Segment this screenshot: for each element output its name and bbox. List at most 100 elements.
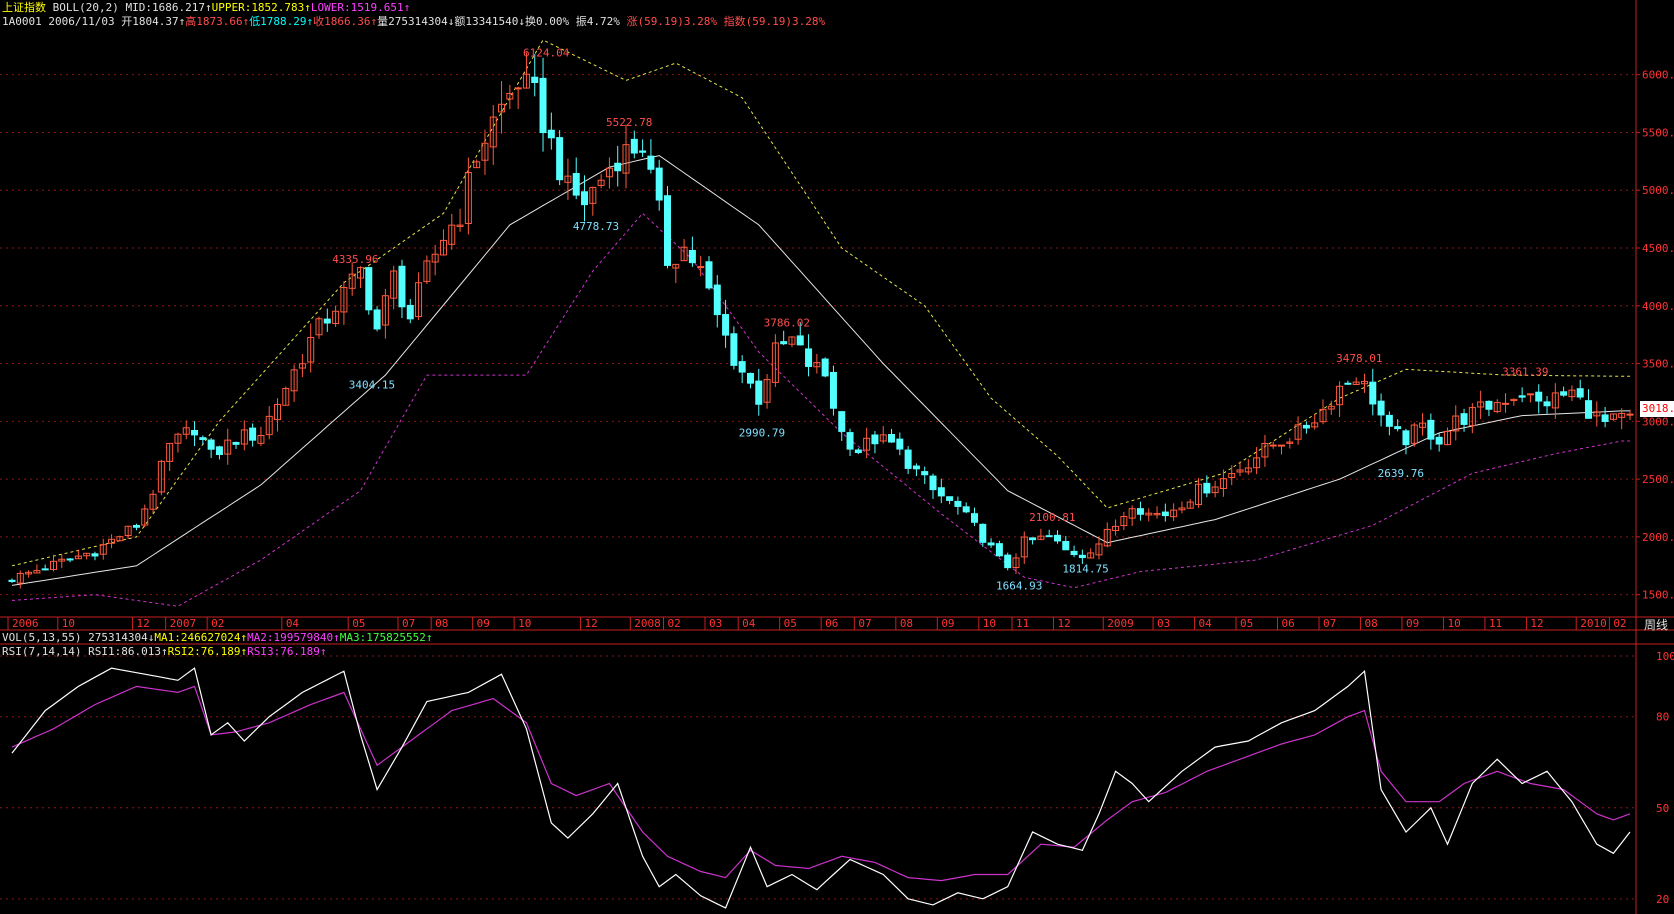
candle-body-up: [141, 508, 149, 526]
boll-upper-value: UPPER:1852.783↑: [211, 1, 311, 14]
candle-body-down: [971, 513, 979, 523]
candle-body-down: [655, 167, 663, 201]
high-annotation: 3786.02: [764, 317, 810, 330]
candle-body-up: [1360, 380, 1368, 385]
vol-value: 275314304↓: [88, 631, 155, 644]
date-tick-label: 07: [402, 617, 415, 630]
candle-body-up: [1228, 473, 1236, 478]
rsi-panel-grid: [0, 655, 1636, 900]
candle-body-up: [315, 318, 323, 336]
candle-body-up: [1128, 508, 1136, 519]
candle-body-up: [448, 224, 456, 245]
candle-body-down: [796, 335, 804, 346]
candle-body-up: [99, 544, 107, 555]
vol-label[interactable]: VOL(5,13,55): [2, 631, 82, 644]
high-annotation: 2100.81: [1029, 511, 1075, 524]
price-tick-label: 3500.0: [1642, 358, 1674, 371]
rsi-tick-label: 80: [1656, 711, 1669, 724]
rsi-line-rsi2: [11, 685, 1631, 882]
date-tick-label: 2009: [1107, 617, 1134, 630]
turnover-value: 换0.00%: [525, 15, 570, 28]
candle-body-up: [1593, 411, 1601, 417]
price-tick-label: 3000.0: [1642, 415, 1674, 428]
candle-body-down: [1402, 430, 1410, 446]
candle-body-up: [605, 167, 613, 178]
low-annotation: 2639.76: [1378, 467, 1424, 480]
candle-body-down: [846, 432, 854, 450]
price-tick-label: 1500.0: [1642, 589, 1674, 602]
close-value: 收1866.36↑: [313, 15, 378, 28]
candle-body-up: [58, 558, 66, 562]
vol-ma3: MA3:175825552↑: [339, 631, 433, 644]
candle-body-up: [1269, 444, 1277, 447]
candle-body-down: [738, 361, 746, 373]
high-annotation: 4335.96: [332, 253, 378, 266]
low-value: 低1788.29↑: [249, 15, 314, 28]
candle-body-up: [390, 270, 398, 299]
candle-body-down: [1435, 436, 1443, 445]
indicator-header: 上证指数 BOLL(20,2) MID:1686.217↑UPPER:1852.…: [2, 1, 410, 14]
candle-body-up: [33, 570, 41, 574]
date-tick-label: 2010: [1580, 617, 1607, 630]
candle-body-up: [332, 310, 340, 325]
candle-body-up: [265, 415, 273, 436]
candle-body-up: [381, 295, 389, 326]
candle-body-down: [1535, 391, 1543, 402]
date-tick-label: 02: [211, 617, 224, 630]
amplitude-value: 振4.72%: [575, 15, 620, 28]
candle-body-up: [813, 362, 821, 368]
date-tick-label: 02: [1613, 617, 1626, 630]
candle-body-down: [821, 358, 829, 377]
price-tick-label: 6000.0: [1642, 69, 1674, 82]
candle-body-up: [307, 336, 315, 363]
candle-body-down: [1302, 424, 1310, 429]
candle-body-down: [199, 437, 207, 440]
open-value: 开1804.37↑: [121, 15, 186, 28]
indicator-name[interactable]: BOLL(20,2): [52, 1, 119, 14]
price-tick-label: 4500.0: [1642, 242, 1674, 255]
candle-body-down: [249, 427, 257, 441]
candle-body-down: [1377, 400, 1385, 416]
rsi-label[interactable]: RSI(7,14,14): [2, 645, 82, 658]
candle-body-down: [912, 465, 920, 470]
candle-body-down: [207, 439, 215, 450]
candle-body-down: [639, 150, 647, 153]
candle-body-down: [1485, 400, 1493, 410]
candle-body-up: [356, 267, 364, 279]
candle-body-down: [929, 475, 937, 491]
candle-body-down: [871, 434, 879, 445]
date-tick-label: 05: [352, 617, 365, 630]
price-axis-labels: 1500.0 2000.0 2500.0 3000.0 3500.0 4000.0 4500…: [1636, 69, 1674, 602]
candle-body-down: [1543, 401, 1551, 407]
high-value: 高1873.66↑: [185, 15, 250, 28]
candle-body-down: [1585, 400, 1593, 419]
bollinger-bands: [11, 39, 1630, 607]
date-tick-label: 11: [1016, 617, 1029, 630]
candle-body-down: [323, 318, 331, 324]
date-tick-label: 08: [435, 617, 448, 630]
candlestick-series[interactable]: [8, 52, 1634, 589]
date-tick-label: 04: [1199, 617, 1213, 630]
candle-body-down: [91, 553, 99, 557]
candle-body-up: [771, 342, 779, 383]
change-value: 涨(59.19)3.28%: [626, 15, 717, 28]
candle-body-down: [1053, 534, 1061, 542]
index-name[interactable]: 上证指数: [2, 1, 46, 14]
price-tick-label: 5500.0: [1642, 126, 1674, 139]
candle-body-up: [1452, 415, 1460, 432]
candle-body-down: [921, 471, 929, 476]
candle-body-down: [1161, 511, 1169, 517]
candle-body-up: [1170, 509, 1178, 518]
vol-ma1: MA1:246627024↑: [154, 631, 248, 644]
period-label[interactable]: 周线: [1644, 618, 1669, 632]
candle-body-down: [373, 309, 381, 330]
date-tick-label: 09: [477, 617, 490, 630]
quote-header: 1A0001 2006/11/03 开1804.37↑高1873.66↑低178…: [2, 15, 825, 28]
date-axis-labels: 2006 10 12 2007 02 04 05 07 08 09 10 12 2008 02 03 04 05…: [7, 617, 1627, 630]
date-tick-label: 12: [585, 617, 598, 630]
candle-body-down: [556, 137, 564, 181]
candle-body-down: [838, 411, 846, 432]
candle-body-up: [489, 116, 497, 148]
